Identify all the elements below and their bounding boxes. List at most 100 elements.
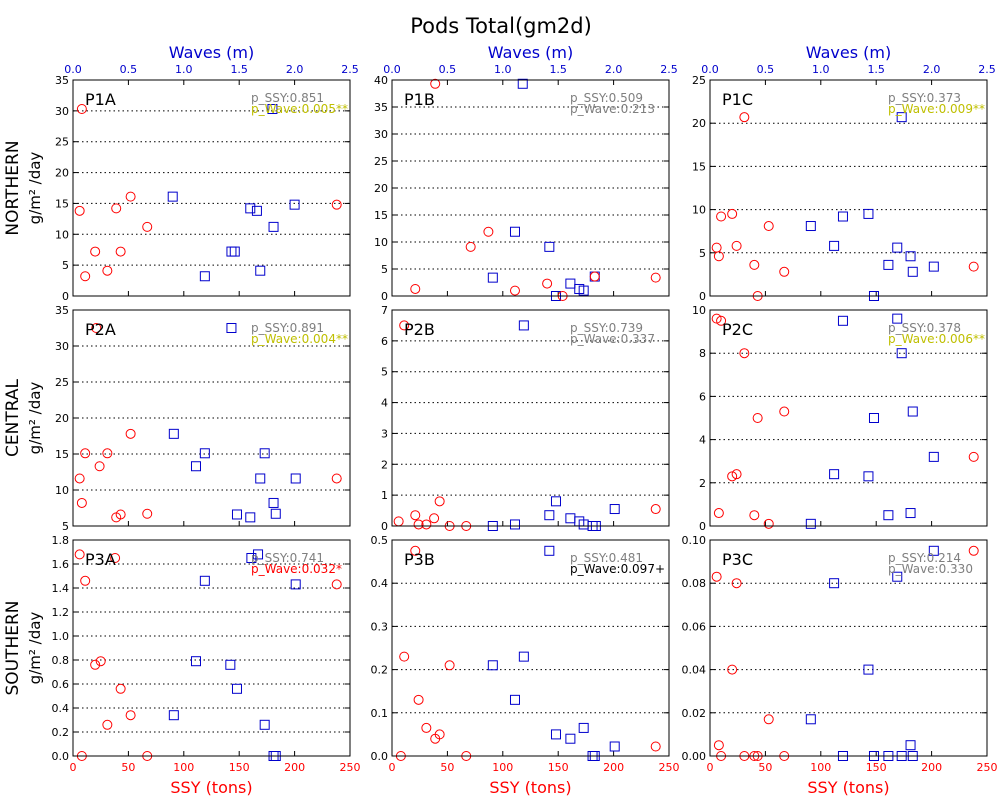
x-tick-label-ssy: 0	[707, 761, 714, 774]
x-tick-label-ssy: 150	[229, 761, 250, 774]
p-ssy-value: p_SSY:0.891	[251, 321, 324, 335]
ssy-point	[589, 271, 600, 282]
wave-point	[168, 428, 179, 439]
y-tick-label: 0.04	[682, 664, 707, 677]
y-tick-label: 5	[62, 259, 69, 272]
wave-point	[896, 112, 907, 123]
wave-point	[289, 199, 300, 210]
x-axis-label-bottom: SSY (tons)	[807, 778, 889, 797]
wave-point	[245, 512, 256, 523]
p-ssy-value: p_SSY:0.378	[888, 321, 961, 335]
y-tick-label: 1.2	[52, 606, 70, 619]
ssy-point	[542, 278, 553, 289]
ssy-point	[410, 545, 421, 556]
wave-point	[565, 513, 576, 524]
wave-point	[837, 315, 848, 326]
axes-frame	[391, 539, 670, 757]
wave-point	[829, 240, 840, 251]
y-tick-label: 10	[55, 228, 69, 241]
p-wave-value: p_Wave:0.330	[888, 562, 973, 576]
ssy-point	[410, 510, 421, 521]
ylabel-unit-group: g/m² /day	[26, 152, 44, 225]
wave-point	[199, 575, 210, 586]
x-tick-label-wave: 1.0	[494, 63, 512, 76]
y-tick-label: 25	[55, 136, 69, 149]
wave-point	[225, 659, 236, 670]
figure-title: Pods Total(gm2d)	[410, 14, 592, 38]
panel-P3B: 0.0 0.1 0.2 0.3 0.4 0.5 0 50 100 150 200 250 SSY (to…	[371, 534, 680, 797]
x-tick-label-ssy: 0	[389, 761, 396, 774]
wave-point	[805, 714, 816, 725]
x-tick-label-ssy: 100	[492, 761, 513, 774]
x-axis-label-top: Waves (m)	[169, 43, 254, 62]
ssy-point	[968, 545, 979, 556]
wave-point	[246, 553, 257, 563]
ssy-point	[94, 461, 105, 472]
y-tick-label: 15	[55, 197, 69, 210]
ssy-point	[111, 203, 122, 214]
panel-label: P2C	[722, 320, 753, 339]
panel-label: P3A	[85, 550, 116, 569]
y-tick-label: 1	[381, 489, 388, 502]
wave-point	[905, 251, 916, 262]
x-tick-label-wave: 1.5	[230, 63, 248, 76]
wave-point	[253, 549, 264, 560]
ssy-point	[731, 240, 742, 251]
y-tick-label: 0.4	[52, 702, 70, 715]
wave-point	[226, 323, 237, 333]
wave-point	[578, 722, 589, 733]
y-tick-label: 5	[381, 263, 388, 276]
wave-point	[167, 191, 178, 202]
ssy-point	[727, 471, 738, 482]
wave-point	[905, 508, 916, 519]
panel-label: P3B	[404, 550, 435, 569]
ssy-point	[968, 451, 979, 462]
y-tick-label: 2	[381, 458, 388, 471]
wave-point	[487, 272, 498, 283]
ssy-point	[727, 664, 738, 675]
ssy-point	[76, 104, 87, 115]
y-axis-label: g/m² /day	[26, 382, 44, 455]
ylabel-unit-group: g/m² /day	[26, 382, 44, 455]
ssy-point	[779, 266, 790, 277]
wave-point	[892, 571, 903, 582]
x-tick-label-wave: 2.5	[978, 63, 996, 76]
x-tick-label-wave: 1.5	[549, 63, 567, 76]
wave-point	[190, 461, 201, 472]
wave-point	[259, 719, 270, 730]
axes-frame	[72, 539, 351, 757]
wave-point	[805, 518, 816, 529]
y-tick-label: 25	[374, 155, 388, 168]
x-tick-label-ssy: 250	[659, 761, 680, 774]
ssy-point	[399, 651, 410, 662]
y-tick-label: 0.2	[52, 726, 70, 739]
ssy-point	[102, 448, 113, 459]
y-tick-label: 0.1	[371, 707, 389, 720]
y-tick-label: 0.0	[52, 750, 70, 763]
ssy-point	[483, 226, 494, 237]
wave-point	[550, 729, 561, 740]
wave-point	[251, 205, 262, 216]
y-tick-label: 6	[381, 335, 388, 348]
wave-point	[268, 497, 279, 508]
x-tick-label-ssy: 100	[810, 761, 831, 774]
x-tick-label-ssy: 200	[284, 761, 305, 774]
wave-point	[928, 261, 939, 272]
ssy-point	[80, 448, 91, 459]
wave-point	[565, 278, 576, 289]
ssy-point	[711, 313, 722, 324]
y-tick-label: 0.10	[682, 534, 707, 547]
ssy-point	[509, 285, 520, 296]
ssy-point	[115, 246, 126, 257]
x-tick-label-ssy: 250	[977, 761, 998, 774]
ssy-point	[731, 469, 742, 480]
ssy-point	[102, 719, 113, 730]
y-axis-label: g/m² /day	[26, 152, 44, 225]
wave-point	[609, 741, 620, 752]
y-tick-label: 0.6	[52, 678, 70, 691]
ssy-point	[444, 660, 455, 671]
y-tick-label: 0	[62, 290, 69, 303]
wave-point	[517, 78, 528, 89]
region-label: NORTHERN	[3, 140, 23, 235]
